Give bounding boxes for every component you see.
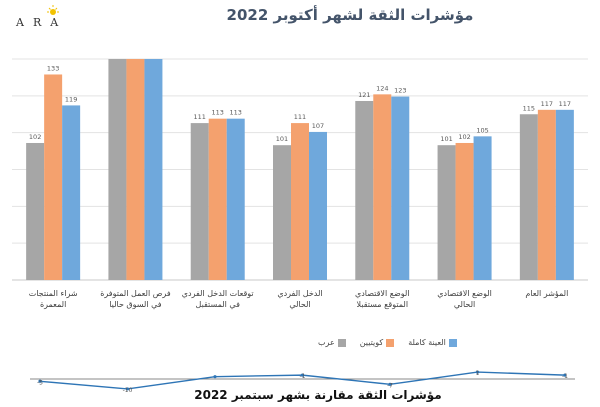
legend-label: العينة كاملة [408,338,446,347]
category-label: المؤشر العام [525,289,568,298]
data-label: 121 [358,91,370,99]
data-label: 133 [47,64,59,72]
trend-label: -1 [300,373,306,380]
bar [62,105,81,280]
data-label: 101 [440,135,452,143]
comparison-title: مؤشرات الثقة مقارنة بشهر سبتمبر 2022 [194,388,442,402]
category-label: الحالي [289,300,310,309]
data-label: 123 [394,87,406,95]
legend-item-kuwaitis: كويتيين [360,338,395,347]
legend-item-full-sample: العينة كاملة [408,338,457,347]
category-label: المعمرة [40,300,66,309]
data-label: 102 [458,133,470,141]
bar [437,145,456,280]
data-label: 117 [541,100,553,108]
data-label: 102 [29,133,41,141]
legend-swatch-blue [448,338,457,347]
bar [144,59,163,280]
bar [108,59,127,280]
category-label: الحالي [454,300,475,309]
legend-item-arabs: عرب [318,338,346,347]
trend-point [38,379,42,383]
legend-swatch-orange [386,338,395,347]
category-label: الوضع الاقتصادي [437,289,492,298]
bar [26,142,45,280]
bar [391,96,410,280]
trend-point [213,375,217,379]
sun-icon [47,5,59,15]
trend-point [475,370,480,374]
trend-label: -1 [562,373,568,380]
category-label: فرص العمل المتوفرة [100,289,171,298]
bar [519,114,538,280]
bar [273,145,291,280]
category-label: في المستقبل [196,300,241,309]
data-label: 107 [312,122,324,130]
bar [44,74,63,280]
data-label: 101 [276,135,288,143]
data-label: 111 [194,113,206,121]
legend-label: عرب [318,338,335,347]
trend-point [563,373,567,377]
category-label: توقعات الدخل الفردي [182,289,254,298]
logo: ARA [6,4,106,30]
bar [190,123,209,280]
legend: عرب كويتيين العينة كاملة [318,338,457,347]
data-label: 113 [230,109,242,117]
bar [555,109,574,280]
data-label: 115 [523,104,535,112]
bar [473,136,492,280]
trend-point [300,373,305,377]
bar [291,123,309,280]
data-label: 124 [376,84,388,92]
bar [537,109,556,280]
bar [309,131,327,280]
bar [373,94,392,280]
bar [226,118,245,280]
legend-label: كويتيين [359,338,384,347]
trend-point [125,387,130,391]
data-label: 113 [212,109,224,117]
bar [126,59,145,280]
bar [355,100,374,281]
trend-label: 1 [476,370,480,377]
trend-label: -10 [123,387,133,394]
trend-label: -7 [387,382,393,389]
data-label: 105 [476,126,488,134]
data-label: 119 [65,95,77,103]
bar [208,118,227,280]
category-label: الدخل الفردي [277,289,322,298]
trend-label: -5 [37,379,43,386]
bar [455,142,474,280]
chart-title: مؤشرات الثقة لشهر أكتوبر 2022 [226,6,474,24]
data-label: 111 [294,113,306,121]
category-label: في السوق حاليا [109,300,162,309]
legend-swatch-gray [337,338,346,347]
category-label: شراء المنتجات [29,289,78,298]
category-label: المتوقع مستقبلا [357,300,409,309]
data-label: 117 [559,100,571,108]
category-label: الوضع الاقتصادي [355,289,410,298]
logo-text: ARA [16,16,68,29]
trend-point [388,382,392,386]
